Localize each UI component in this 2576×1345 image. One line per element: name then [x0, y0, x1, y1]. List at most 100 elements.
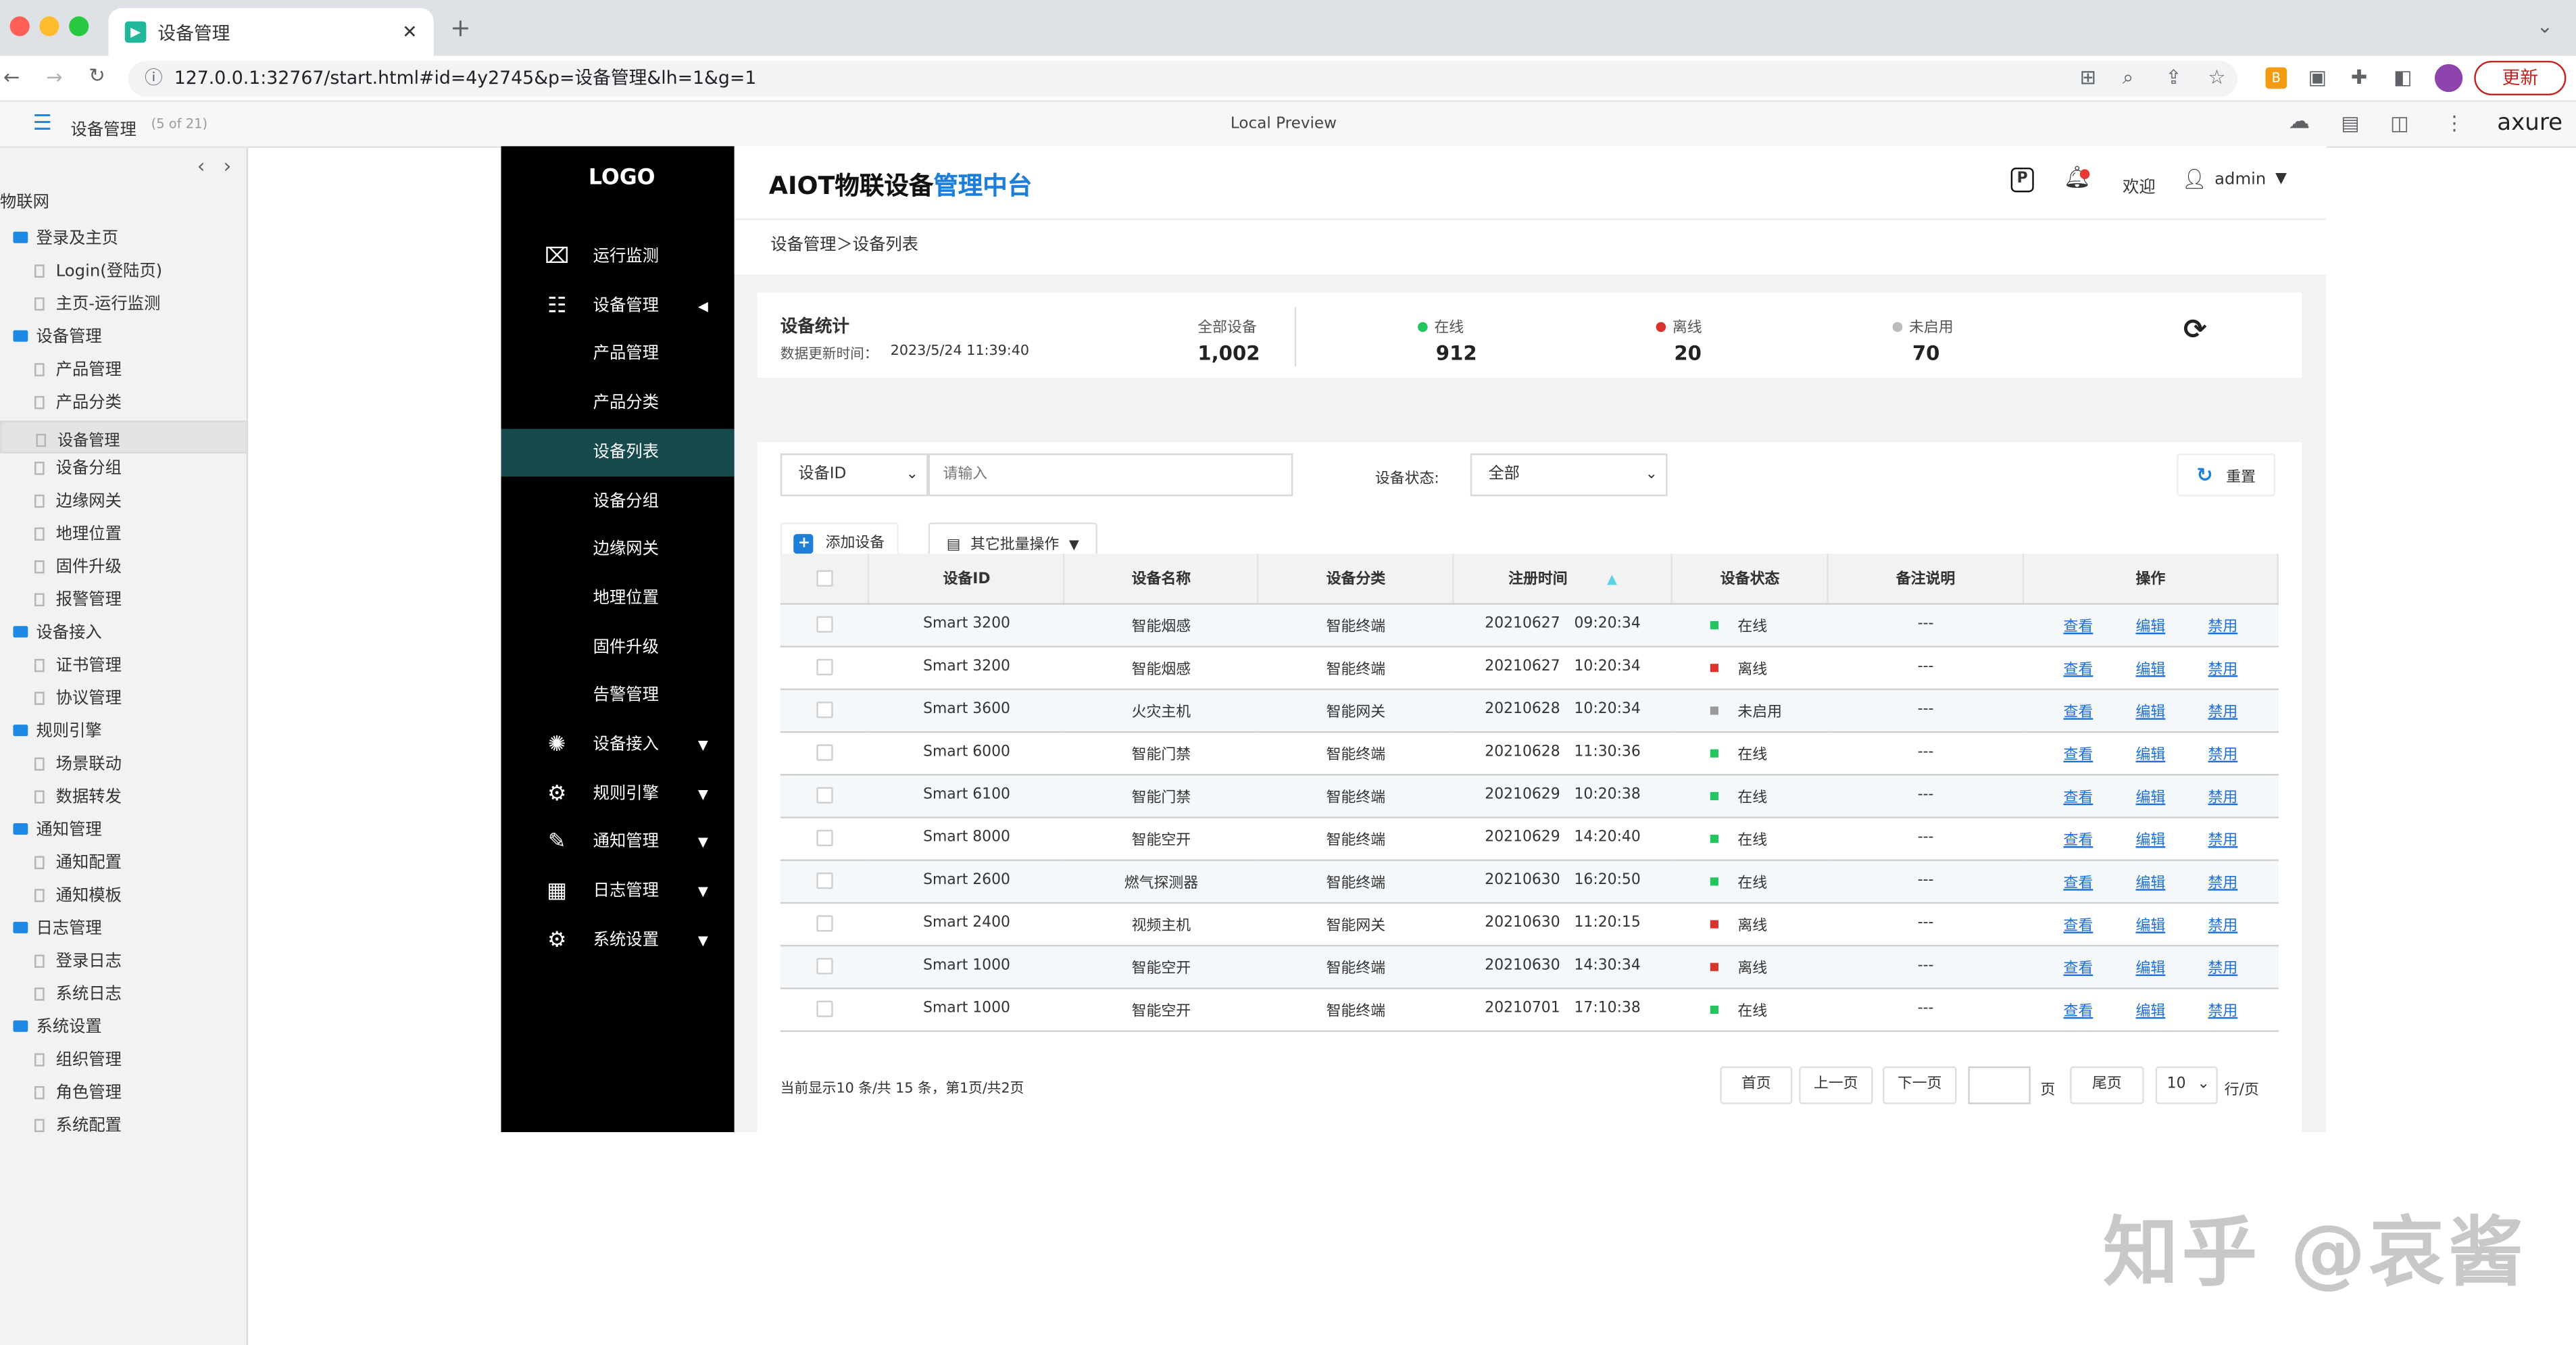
sort-icon[interactable]: ▲	[1607, 572, 1617, 587]
sitemap-item[interactable]: 系统日志	[0, 979, 248, 1012]
disable-link[interactable]: 禁用	[2208, 875, 2238, 891]
row-checkbox[interactable]	[816, 829, 833, 846]
sitemap-item[interactable]: 设备接入	[0, 618, 248, 651]
view-link[interactable]: 查看	[2063, 960, 2094, 977]
sitemap-item[interactable]: 通知配置	[0, 848, 248, 881]
disable-link[interactable]: 禁用	[2208, 960, 2238, 977]
notes-icon[interactable]: ▤	[2341, 112, 2360, 135]
nav-item[interactable]: ☷ 设备管理 ◀	[501, 282, 734, 330]
edit-link[interactable]: 编辑	[2135, 746, 2166, 764]
tab-list-chevron-icon[interactable]: ⌄	[2536, 14, 2554, 38]
forward-icon[interactable]: →	[46, 66, 63, 89]
sitemap-item[interactable]: 场景联动	[0, 750, 248, 783]
new-tab-button[interactable]: +	[450, 13, 471, 43]
next-page-button[interactable]: 下一页	[1883, 1066, 1957, 1104]
user-menu[interactable]: admin	[2214, 170, 2267, 189]
sitemap-item[interactable]: 规则引擎	[0, 716, 248, 750]
share-icon[interactable]: ⇪	[2165, 66, 2182, 89]
row-checkbox[interactable]	[816, 1000, 833, 1017]
row-checkbox[interactable]	[816, 872, 833, 889]
extensions-puzzle-icon[interactable]: ✚	[2350, 66, 2368, 89]
status-filter-select[interactable]: 全部 ⌄	[1470, 453, 1668, 497]
nav-item[interactable]: ▦ 日志管理 ▼	[501, 868, 734, 916]
sitemap-item[interactable]: 组织管理	[0, 1045, 248, 1078]
nav-item[interactable]: 边缘网关	[593, 541, 659, 560]
translate-icon[interactable]: ⊞	[2079, 66, 2097, 89]
back-icon[interactable]: ←	[3, 66, 20, 89]
prev-page-icon[interactable]: ‹	[197, 154, 205, 178]
nav-item[interactable]: 产品分类	[593, 394, 659, 413]
sitemap-item[interactable]: 角色管理	[0, 1078, 248, 1111]
sitemap-menu-icon[interactable]: ☰	[32, 112, 52, 137]
edit-link[interactable]: 编辑	[2135, 875, 2166, 891]
page-number-input[interactable]	[1968, 1066, 2031, 1104]
parking-icon[interactable]: P	[2010, 167, 2034, 193]
sitemap-item[interactable]: 协议管理	[0, 683, 248, 716]
close-window-button[interactable]	[9, 16, 30, 36]
sitemap-item[interactable]: 地理位置	[0, 519, 248, 552]
row-checkbox[interactable]	[816, 701, 833, 718]
nav-item[interactable]: ✎ 通知管理 ▼	[501, 819, 734, 867]
view-link[interactable]: 查看	[2063, 875, 2094, 891]
sitemap-item[interactable]: 固件升级	[0, 552, 248, 585]
edit-link[interactable]: 编辑	[2135, 832, 2166, 849]
sitemap-item[interactable]: 系统设置	[0, 1012, 248, 1046]
disable-link[interactable]: 禁用	[2208, 832, 2238, 849]
sitemap-item[interactable]: Login(登陆页)	[0, 256, 248, 289]
view-link[interactable]: 查看	[2063, 832, 2094, 849]
reset-button[interactable]: ↻ 重置	[2177, 453, 2276, 497]
add-device-button[interactable]: + 添加设备	[780, 522, 899, 566]
zoom-icon[interactable]: ⌕	[2123, 66, 2134, 89]
nav-item[interactable]: ✺ 设备接入 ▼	[501, 721, 734, 769]
disable-link[interactable]: 禁用	[2208, 704, 2238, 721]
disable-link[interactable]: 禁用	[2208, 618, 2238, 635]
select-all-checkbox[interactable]	[816, 569, 833, 586]
sitemap-item[interactable]: 通知管理	[0, 815, 248, 848]
disable-link[interactable]: 禁用	[2208, 746, 2238, 764]
sitemap-root[interactable]: 物联网	[0, 193, 49, 212]
first-page-button[interactable]: 首页	[1720, 1066, 1793, 1104]
inspect-icon[interactable]: ◫	[2390, 112, 2409, 135]
nav-item[interactable]: 固件升级	[593, 638, 659, 657]
extension-b-icon[interactable]: B	[2265, 67, 2287, 89]
browser-tab[interactable]: ▶ 设备管理 ✕	[108, 8, 434, 56]
edit-link[interactable]: 编辑	[2135, 704, 2166, 721]
more-options-icon[interactable]: ⋮	[2444, 112, 2464, 135]
sitemap-item[interactable]: 登录日志	[0, 946, 248, 979]
sitemap-item[interactable]: 数据转发	[0, 782, 248, 815]
view-link[interactable]: 查看	[2063, 661, 2094, 678]
view-link[interactable]: 查看	[2063, 917, 2094, 935]
view-link[interactable]: 查看	[2063, 618, 2094, 635]
sitemap-item[interactable]: 产品管理	[0, 355, 248, 388]
profile-avatar[interactable]	[2434, 64, 2463, 93]
sitemap-item[interactable]: 报警管理	[0, 585, 248, 618]
site-info-icon[interactable]: ⓘ	[144, 67, 163, 89]
disable-link[interactable]: 禁用	[2208, 789, 2238, 806]
bookmark-star-icon[interactable]: ☆	[2208, 66, 2226, 89]
minimize-window-button[interactable]	[39, 16, 59, 36]
nav-item[interactable]: 设备分组	[593, 492, 659, 510]
sitemap-item[interactable]: 设备管理	[0, 420, 249, 454]
publish-cloud-icon[interactable]: ☁	[2288, 109, 2310, 135]
next-page-icon[interactable]: ›	[223, 154, 232, 178]
row-checkbox[interactable]	[816, 914, 833, 931]
disable-link[interactable]: 禁用	[2208, 1003, 2238, 1020]
view-link[interactable]: 查看	[2063, 704, 2094, 721]
edit-link[interactable]: 编辑	[2135, 960, 2166, 977]
address-bar[interactable]: ⓘ 127.0.0.1:32767/start.html#id=4y2745&p…	[128, 60, 2238, 97]
sitemap-item[interactable]: 通知模板	[0, 881, 248, 914]
sitemap-item[interactable]: 设备管理	[0, 322, 248, 355]
row-checkbox[interactable]	[816, 957, 833, 975]
close-tab-icon[interactable]: ✕	[402, 21, 418, 43]
side-panel-icon[interactable]: ◧	[2394, 66, 2412, 89]
page-size-select[interactable]: 10 ⌄	[2155, 1066, 2219, 1104]
update-button[interactable]: 更新	[2474, 60, 2567, 96]
sitemap-item[interactable]: 日志管理	[0, 914, 248, 947]
disable-link[interactable]: 禁用	[2208, 661, 2238, 678]
edit-link[interactable]: 编辑	[2135, 1003, 2166, 1020]
view-link[interactable]: 查看	[2063, 789, 2094, 806]
nav-item[interactable]: 告警管理	[593, 687, 659, 706]
column-header[interactable]: 注册时间 ▲	[1453, 554, 1673, 604]
disable-link[interactable]: 禁用	[2208, 917, 2238, 935]
sitemap-item[interactable]: 产品分类	[0, 388, 248, 421]
